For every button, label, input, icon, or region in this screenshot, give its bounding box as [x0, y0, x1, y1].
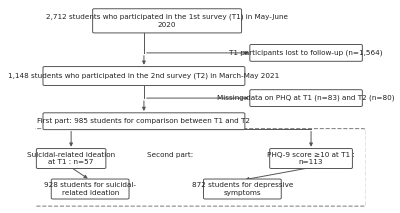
Text: 2,712 students who participated in the 1st survey (T1) in May-June
2020: 2,712 students who participated in the 1…	[46, 14, 288, 28]
FancyBboxPatch shape	[270, 148, 352, 168]
Text: 872 students for depressive
symptoms: 872 students for depressive symptoms	[192, 182, 293, 196]
Text: Missing data on PHQ at T1 (n=83) and T2 (n=80): Missing data on PHQ at T1 (n=83) and T2 …	[217, 95, 395, 101]
Text: PHQ-9 score ≥10 at T1 :
n=113: PHQ-9 score ≥10 at T1 : n=113	[267, 152, 355, 165]
FancyBboxPatch shape	[93, 9, 242, 33]
FancyBboxPatch shape	[36, 148, 106, 168]
Text: Suicidal-related ideation
at T1 : n=57: Suicidal-related ideation at T1 : n=57	[27, 152, 115, 165]
FancyBboxPatch shape	[43, 66, 245, 85]
FancyBboxPatch shape	[250, 90, 362, 106]
Text: T1 participants lost to follow-up (n=1,564): T1 participants lost to follow-up (n=1,5…	[229, 50, 383, 56]
FancyBboxPatch shape	[204, 179, 281, 199]
Text: Second part:: Second part:	[147, 152, 194, 158]
Text: 928 students for suicidal-
related ideation: 928 students for suicidal- related ideat…	[44, 182, 136, 196]
Text: First part: 985 students for comparison between T1 and T2: First part: 985 students for comparison …	[38, 118, 250, 124]
FancyBboxPatch shape	[250, 45, 362, 61]
Text: 1,148 students who participated in the 2nd survey (T2) in March-May 2021: 1,148 students who participated in the 2…	[8, 73, 280, 79]
FancyBboxPatch shape	[51, 179, 129, 199]
FancyBboxPatch shape	[43, 113, 245, 130]
